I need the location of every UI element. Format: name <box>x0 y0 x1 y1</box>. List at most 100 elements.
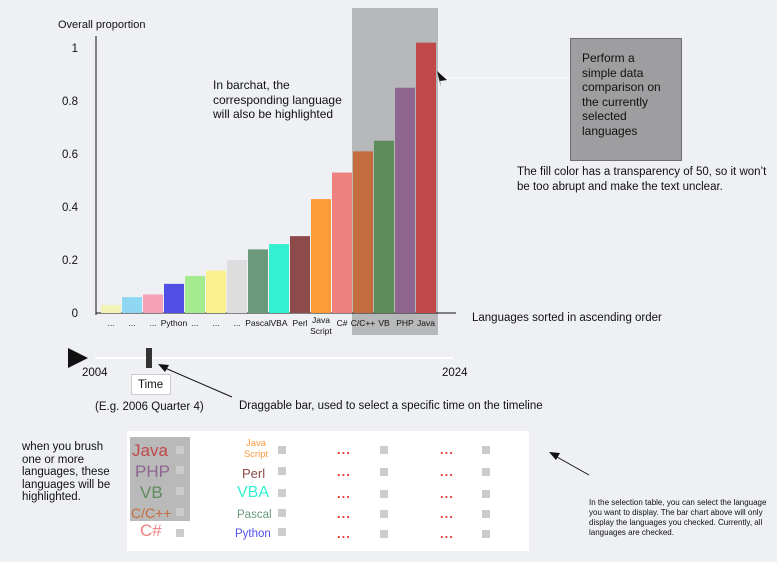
x-tick-label: Script <box>310 326 332 336</box>
table-ellipsis: ... <box>337 486 351 501</box>
ellipsis-checkbox[interactable] <box>482 468 490 476</box>
y-tick-label: 1 <box>72 43 78 55</box>
bar <box>269 244 289 313</box>
x-tick-label: ... <box>149 318 156 328</box>
lang-javascript[interactable]: Java Script <box>243 438 269 460</box>
time-tooltip: Time <box>131 374 171 395</box>
ellipsis-checkbox[interactable] <box>380 468 388 476</box>
bar <box>122 297 142 313</box>
y-tick-label: 0 <box>72 308 78 320</box>
ellipsis-checkbox[interactable] <box>482 490 490 498</box>
bar <box>311 199 331 313</box>
y-tick-label: 0.4 <box>62 202 79 214</box>
ellipsis-checkbox[interactable] <box>380 510 388 518</box>
fill-transparency-note: The fill color has a transparency of 50,… <box>517 166 767 193</box>
x-tick-label: Java <box>312 315 330 325</box>
bar <box>248 249 268 313</box>
drag-arrow-line <box>164 367 233 398</box>
x-tick-label: Java <box>417 318 435 328</box>
bar <box>185 275 205 313</box>
x-tick-label: ... <box>212 318 219 328</box>
php-checkbox[interactable] <box>176 466 184 474</box>
javascript-checkbox[interactable] <box>278 446 286 454</box>
perl-checkbox[interactable] <box>278 467 286 475</box>
ellipsis-checkbox[interactable] <box>380 446 388 454</box>
x-tick-label: PHP <box>396 318 414 328</box>
java-checkbox[interactable] <box>176 446 184 454</box>
table-arrow-line <box>556 456 590 476</box>
compare-panel[interactable]: Perform a simple data comparison on the … <box>570 38 682 161</box>
vba-checkbox[interactable] <box>278 489 286 497</box>
vb-checkbox[interactable] <box>176 487 184 495</box>
bar <box>353 151 373 313</box>
y-tick-label: 0.2 <box>62 255 78 267</box>
table-ellipsis: ... <box>440 526 454 541</box>
y-tick-label: 0.6 <box>62 149 78 161</box>
bar <box>290 236 310 313</box>
c-cpp-checkbox[interactable] <box>176 508 184 516</box>
lang-csharp[interactable]: C# <box>140 521 162 540</box>
selection-table-note: In the selection table, you can select t… <box>589 498 767 537</box>
bar <box>395 87 415 313</box>
bar <box>374 140 394 313</box>
pascal-checkbox[interactable] <box>278 509 286 517</box>
python-checkbox[interactable] <box>278 528 286 536</box>
lang-php[interactable]: PHP <box>135 462 170 481</box>
ellipsis-checkbox[interactable] <box>482 446 490 454</box>
lang-vba[interactable]: VBA <box>237 484 270 501</box>
csharp-checkbox[interactable] <box>176 529 184 537</box>
brush-note: when you brush one or more languages, th… <box>22 441 111 503</box>
bar <box>101 305 121 313</box>
x-tick-label: Pascal <box>245 318 271 328</box>
table-ellipsis: ... <box>440 506 454 521</box>
drag-arrow-head <box>158 364 169 372</box>
bar <box>416 42 436 313</box>
selection-table <box>127 431 529 551</box>
lang-python[interactable]: Python <box>235 528 271 540</box>
timeline-handle[interactable] <box>145 348 152 368</box>
bar <box>143 294 163 313</box>
ellipsis-checkbox[interactable] <box>380 490 388 498</box>
y-tick-label: 0.8 <box>62 96 78 108</box>
lang-pascal[interactable]: Pascal <box>237 509 272 521</box>
table-ellipsis: ... <box>337 506 351 521</box>
table-ellipsis: ... <box>440 442 454 457</box>
x-tick-label: VBA <box>270 318 287 328</box>
bar <box>332 172 352 313</box>
compare-note: Perform a simple data comparison on the … <box>582 51 661 138</box>
x-tick-label: C# <box>337 318 348 328</box>
bar <box>206 270 226 313</box>
ellipsis-checkbox[interactable] <box>482 510 490 518</box>
x-tick-label: ... <box>107 318 114 328</box>
cursor-icon <box>437 71 447 87</box>
table-ellipsis: ... <box>337 464 351 479</box>
table-ellipsis: ... <box>337 442 351 457</box>
y-axis-label: Overall proportion <box>58 19 145 31</box>
lang-perl[interactable]: Perl <box>242 466 266 481</box>
ellipsis-checkbox[interactable] <box>482 530 490 538</box>
lang-java[interactable]: Java <box>132 441 168 460</box>
table-ellipsis: ... <box>337 526 351 541</box>
table-ellipsis: ... <box>440 464 454 479</box>
table-arrow-head <box>549 452 560 460</box>
bar <box>227 260 247 313</box>
timeline-start-label: 2004 <box>82 367 108 379</box>
x-tick-label: ... <box>128 318 135 328</box>
lang-c-cpp[interactable]: C/C++ <box>131 505 172 521</box>
bar <box>164 283 184 313</box>
x-tick-label: Python <box>161 318 188 328</box>
time-tooltip-label: Time <box>138 379 164 391</box>
play-icon[interactable] <box>68 348 88 368</box>
timeline-end-label: 2024 <box>442 367 468 379</box>
barchart-highlight-note: In barchat, the corresponding language w… <box>213 78 342 121</box>
draggable-bar-note: Draggable bar, used to select a specific… <box>239 400 543 412</box>
timeline-track[interactable] <box>95 357 453 359</box>
lang-vb[interactable]: VB <box>140 483 163 502</box>
x-tick-label: Perl <box>292 318 307 328</box>
x-tick-label: VB <box>378 318 390 328</box>
time-example: (E.g. 2006 Quarter 4) <box>95 401 204 413</box>
ellipsis-checkbox[interactable] <box>380 530 388 538</box>
x-tick-label: C/C++ <box>351 318 376 328</box>
